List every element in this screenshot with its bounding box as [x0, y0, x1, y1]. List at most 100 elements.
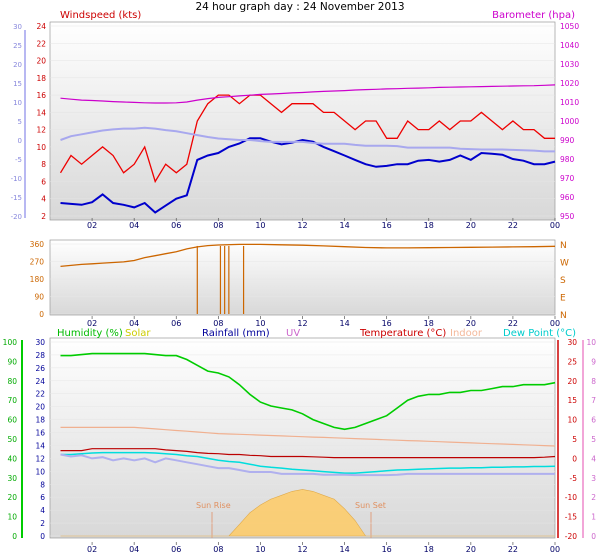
x-tick-label: 12: [297, 545, 307, 554]
temperature-tick-label: 15: [567, 396, 577, 405]
x-tick-label: 20: [466, 545, 476, 554]
barometer-tick-label: 1020: [560, 79, 579, 88]
x-tick-label: 10: [255, 545, 265, 554]
outer-tick-label: -15: [11, 194, 22, 202]
barometer-tick-label: 950: [560, 212, 575, 221]
windspeed-tick-label: 12: [36, 126, 46, 135]
x-tick-label: 08: [213, 221, 223, 230]
rainfall-tick-label: 26: [35, 364, 45, 373]
humidity-tick-label: 10: [7, 513, 17, 522]
humidity-tick-label: 50: [7, 435, 17, 444]
uv-tick-label: 5: [591, 435, 596, 444]
rainfall-tick-label: 6: [40, 493, 45, 502]
humidity-tick-label: 0: [12, 532, 17, 541]
rainfall-tick-label: 28: [35, 351, 45, 360]
outer-tick-label: 10: [13, 99, 22, 107]
temperature-tick-label: 25: [567, 357, 577, 366]
uv-tick-label: 4: [591, 454, 596, 463]
compass-label: N: [560, 241, 567, 251]
temperature-tick-label: 0: [572, 454, 577, 463]
direction-tick-label: 270: [30, 258, 45, 267]
temperature-tick-label: 30: [567, 338, 577, 347]
x-tick-label: 18: [424, 545, 434, 554]
outer-tick-label: 20: [13, 61, 22, 69]
direction-tick-label: 90: [34, 293, 44, 302]
legend-indoor: Indoor: [450, 328, 483, 339]
uv-tick-label: 0: [591, 532, 596, 541]
x-tick-label: 22: [508, 545, 518, 554]
x-tick-label: 00: [550, 221, 560, 230]
x-tick-label: 22: [508, 221, 518, 230]
humidity-tick-label: 100: [3, 338, 18, 347]
barometer-tick-label: 1050: [560, 22, 579, 31]
uv-tick-label: 9: [591, 357, 596, 366]
legend-solar: Solar: [125, 328, 151, 339]
humidity-tick-label: 60: [7, 416, 17, 425]
outer-tick-label: 15: [13, 80, 22, 88]
series-line-indoor: [60, 426, 556, 447]
legend-temperature: Temperature (°C): [359, 328, 446, 339]
outer-tick-label: 0: [18, 137, 22, 145]
x-tick-label: 06: [171, 221, 181, 230]
x-tick-label: 04: [129, 221, 139, 230]
windspeed-tick-label: 14: [36, 108, 46, 117]
rainfall-tick-label: 8: [40, 480, 45, 489]
temperature-tick-label: -15: [565, 513, 577, 522]
rainfall-tick-label: 14: [35, 441, 45, 450]
wind-panel-bg: [49, 21, 556, 221]
humidity-tick-label: 20: [7, 493, 17, 502]
x-tick-label: 20: [466, 319, 476, 328]
uv-tick-label: 1: [591, 513, 596, 522]
legend-uv: UV: [286, 328, 300, 339]
x-tick-label: 18: [424, 319, 434, 328]
series-line-humidity: [60, 352, 556, 431]
temperature-tick-label: -20: [565, 532, 577, 541]
uv-tick-label: 6: [591, 416, 596, 425]
x-tick-label: 08: [213, 319, 223, 328]
temperature-tick-label: -10: [565, 493, 577, 502]
rainfall-tick-label: 12: [35, 454, 45, 463]
x-tick-label: 00: [550, 545, 560, 554]
rainfall-tick-label: 2: [40, 519, 45, 528]
barometer-tick-label: 1040: [560, 41, 579, 50]
outer-tick-label: -5: [15, 156, 22, 164]
x-tick-label: 08: [213, 545, 223, 554]
windspeed-axis-title: Windspeed (kts): [60, 10, 141, 21]
direction-panel-bg: [49, 239, 556, 316]
rainfall-tick-label: 20: [35, 403, 45, 412]
x-tick-label: 16: [382, 221, 392, 230]
x-tick-label: 14: [339, 319, 349, 328]
humidity-tick-label: 90: [7, 357, 17, 366]
humidity-tick-label: 40: [7, 454, 17, 463]
rainfall-tick-label: 10: [35, 467, 45, 476]
series-line-temperature: [60, 448, 556, 459]
series-line-average: [60, 137, 556, 214]
rainfall-tick-label: 24: [35, 377, 45, 386]
x-tick-label: 10: [255, 319, 265, 328]
rainfall-tick-label: 18: [35, 416, 45, 425]
x-tick-label: 02: [87, 319, 97, 328]
windspeed-tick-label: 6: [41, 177, 46, 186]
barometer-tick-label: 990: [560, 136, 575, 145]
barometer-tick-label: 960: [560, 193, 575, 202]
x-tick-label: 06: [171, 319, 181, 328]
x-tick-label: 14: [339, 221, 349, 230]
compass-label: N: [560, 311, 567, 321]
x-tick-label: 00: [550, 319, 560, 328]
x-tick-label: 16: [382, 545, 392, 554]
legend-dewpoint: Dew Point (°C): [503, 328, 576, 339]
uv-tick-label: 8: [591, 377, 596, 386]
x-tick-label: 20: [466, 221, 476, 230]
direction-tick-label: 180: [30, 275, 45, 284]
windspeed-tick-label: 22: [36, 39, 46, 48]
rainfall-tick-label: 16: [35, 429, 45, 438]
outer-tick-label: 5: [18, 118, 22, 126]
x-tick-label: 06: [171, 545, 181, 554]
windspeed-tick-label: 16: [36, 91, 46, 100]
uv-tick-label: 2: [591, 493, 596, 502]
humidity-tick-label: 70: [7, 396, 17, 405]
legend-rainfall: Rainfall (mm): [202, 328, 270, 339]
x-tick-label: 04: [129, 319, 139, 328]
windspeed-tick-label: 2: [41, 212, 46, 221]
